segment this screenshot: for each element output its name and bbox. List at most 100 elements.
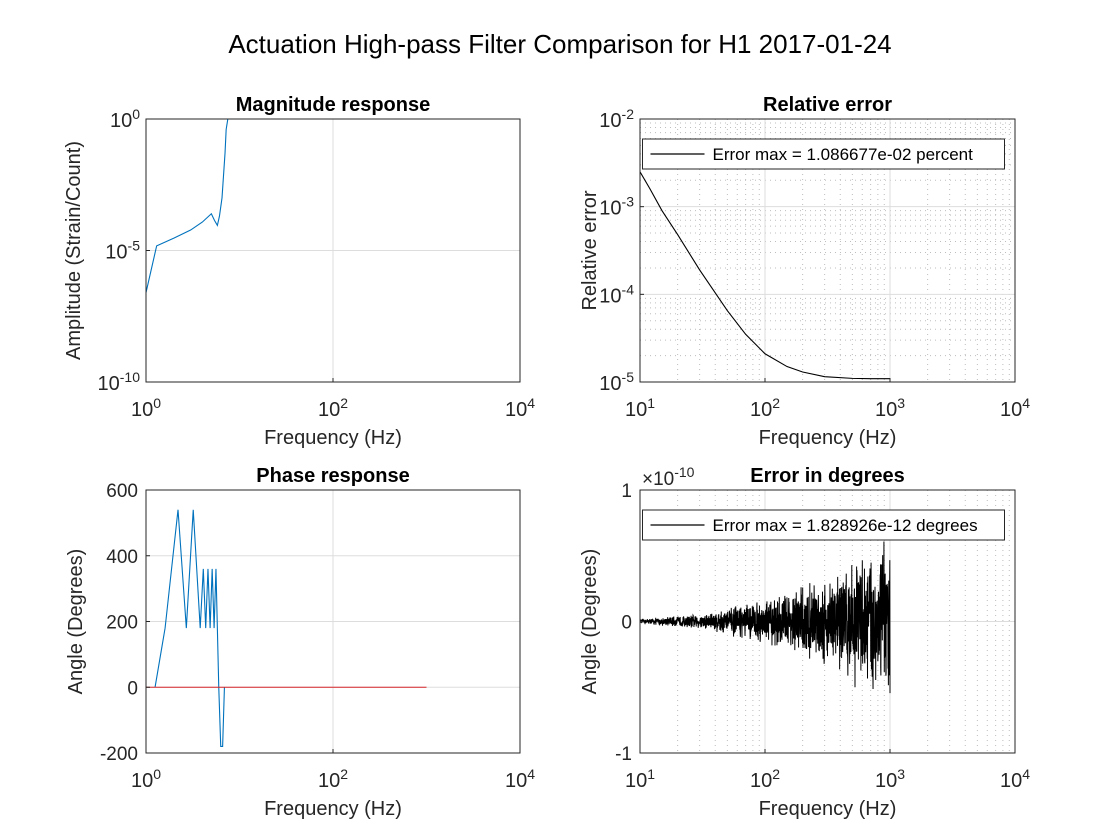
x-tick-label: 104 — [505, 766, 535, 792]
x-tick-label-exp: 4 — [1022, 395, 1030, 411]
x-tick-label: 101 — [625, 766, 655, 792]
x-tick-label-base: 10 — [1000, 770, 1022, 792]
y-tick-label-base: 10 — [599, 285, 621, 307]
x-tick-label-base: 10 — [875, 770, 897, 792]
legend-label: Error max = 1.828926e-12 degrees — [713, 516, 978, 535]
x-tick-label-base: 10 — [131, 770, 153, 792]
y-multiplier-base: ×10 — [642, 469, 674, 490]
y-tick-label: -1 — [615, 744, 632, 765]
series-group — [146, 119, 427, 293]
y-tick-label: -200 — [100, 744, 138, 765]
x-tick-label-base: 10 — [625, 399, 647, 421]
y-tick-label-base: 10 — [599, 198, 621, 220]
x-tick-label-base: 10 — [750, 399, 772, 421]
y-tick-label-exp: -3 — [622, 194, 635, 210]
y-tick-label: 200 — [106, 613, 138, 634]
x-tick-label: 101 — [625, 395, 655, 421]
y-tick-label: 400 — [106, 547, 138, 568]
x-tick-label: 102 — [750, 766, 780, 792]
axes-box — [639, 118, 1016, 383]
y-tick-label: 10-5 — [599, 369, 634, 395]
chart-title: Phase response — [256, 465, 409, 487]
x-tick-label-base: 10 — [505, 399, 527, 421]
x-tick-label-exp: 4 — [1022, 766, 1030, 782]
y-tick-label: 10-5 — [105, 238, 140, 264]
x-tick-label-base: 10 — [875, 399, 897, 421]
y-tick-label: 10-4 — [599, 281, 634, 307]
x-tick-label: 104 — [505, 395, 535, 421]
error-in-degrees-chart: 101 102 103 104-101×10-10 Error in degreesFr… — [579, 464, 1030, 820]
y-tick-label-exp: 0 — [132, 106, 140, 122]
series-group — [640, 171, 890, 380]
y-tick-label-base: 10 — [599, 110, 621, 132]
x-tick-label-exp: 0 — [153, 395, 161, 411]
x-tick-label-base: 10 — [750, 770, 772, 792]
x-tick-label-exp: 2 — [772, 395, 780, 411]
x-tick-label-base: 10 — [318, 399, 340, 421]
y-tick-label: 10-2 — [599, 106, 634, 132]
x-tick-label: 104 — [1000, 395, 1030, 421]
y-tick-label: 10-10 — [98, 369, 141, 395]
relative-error-series-0-line — [640, 171, 890, 380]
y-tick-label: 0 — [127, 678, 138, 699]
y-multiplier-label: ×10-10 — [642, 464, 695, 490]
y-tick-label-exp: -4 — [622, 281, 635, 297]
x-axis-label: Frequency (Hz) — [264, 427, 402, 449]
x-tick-label-exp: 2 — [772, 766, 780, 782]
x-tick-label-exp: 3 — [897, 395, 905, 411]
x-axis-label: Frequency (Hz) — [759, 798, 897, 820]
x-tick-label-exp: 4 — [527, 395, 535, 411]
y-tick-label-base: 10 — [98, 373, 120, 395]
y-tick-label-base: 10 — [599, 373, 621, 395]
y-tick-label-exp: -2 — [622, 106, 635, 122]
x-tick-label-exp: 2 — [340, 766, 348, 782]
x-tick-label-base: 10 — [131, 399, 153, 421]
y-tick-label-exp: -10 — [120, 369, 140, 385]
y-tick-label-base: 10 — [105, 242, 127, 264]
x-tick-label-exp: 1 — [647, 395, 655, 411]
y-axis-label: Angle (Degrees) — [65, 549, 87, 695]
magnitude-series-0-line — [146, 119, 427, 293]
x-tick-label-base: 10 — [505, 770, 527, 792]
x-tick-label-base: 10 — [318, 770, 340, 792]
y-tick-label: 100 — [110, 106, 140, 132]
y-tick-label: 10-3 — [599, 194, 634, 220]
x-tick-label-base: 10 — [625, 770, 647, 792]
chart-title: Relative error — [763, 94, 892, 116]
phase-series-0-line — [154, 509, 225, 747]
x-tick-label-base: 10 — [1000, 399, 1022, 421]
x-tick-label-exp: 0 — [153, 766, 161, 782]
chart-title: Magnitude response — [236, 94, 430, 116]
x-tick-label-exp: 1 — [647, 766, 655, 782]
legend-label: Error max = 1.086677e-02 percent — [713, 145, 974, 164]
series-group — [146, 509, 427, 747]
error-noise-line — [640, 541, 891, 694]
series-group — [640, 541, 891, 694]
y-tick-label: 0 — [621, 613, 632, 634]
chart-title: Error in degrees — [750, 465, 905, 487]
y-tick-label: 1 — [621, 481, 632, 502]
x-tick-label-exp: 4 — [527, 766, 535, 782]
y-tick-label-exp: -5 — [128, 238, 141, 254]
y-axis-label: Relative error — [579, 190, 601, 310]
x-tick-label: 100 — [131, 766, 161, 792]
y-tick-label-exp: -5 — [622, 369, 635, 385]
y-axis-label: Amplitude (Strain/Count) — [63, 141, 85, 360]
y-tick-label: 600 — [106, 481, 138, 502]
x-tick-label: 102 — [750, 395, 780, 421]
x-axis-label: Frequency (Hz) — [759, 427, 897, 449]
x-tick-label-exp: 3 — [897, 766, 905, 782]
y-axis-label: Angle (Degrees) — [579, 549, 601, 695]
x-tick-label: 103 — [875, 395, 905, 421]
figure-title: Actuation High-pass Filter Comparison fo… — [228, 29, 891, 59]
x-tick-label-exp: 2 — [340, 395, 348, 411]
x-tick-label: 102 — [318, 766, 348, 792]
y-multiplier-exp: -10 — [674, 464, 694, 480]
x-tick-label: 100 — [131, 395, 161, 421]
x-tick-label: 104 — [1000, 766, 1030, 792]
y-tick-label-base: 10 — [110, 110, 132, 132]
x-axis-label: Frequency (Hz) — [264, 798, 402, 820]
